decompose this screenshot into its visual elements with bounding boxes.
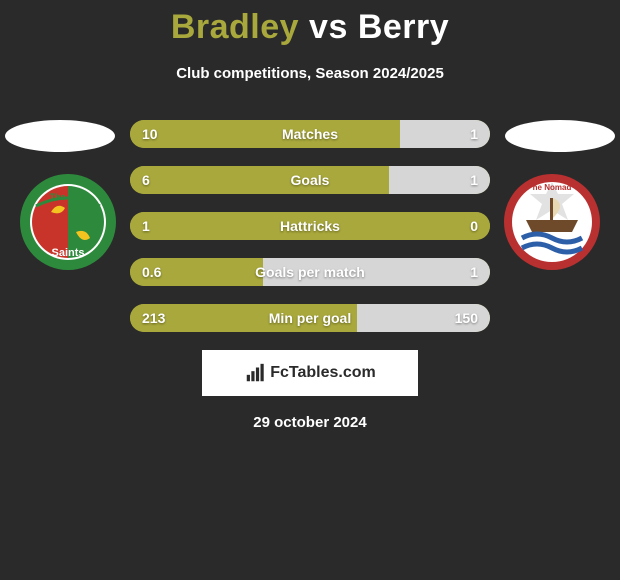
stat-value-left: 6 [142, 172, 150, 188]
page-title: Bradley vs Berry [0, 0, 620, 47]
svg-text:Saints: Saints [51, 247, 84, 259]
player-b-name: Berry [358, 8, 449, 46]
stat-value-right: 150 [455, 310, 478, 326]
subtitle: Club competitions, Season 2024/2025 [0, 65, 620, 82]
club-badge-right: he Nomad [502, 172, 602, 272]
stat-row-matches: 10 Matches 1 [130, 120, 490, 148]
player-b-ellipse [505, 120, 615, 152]
nomads-crest-icon: he Nomad [502, 172, 602, 272]
stat-row-hattricks: 1 Hattricks 0 [130, 212, 490, 240]
stat-value-right: 1 [470, 172, 478, 188]
svg-text:he Nomad: he Nomad [533, 183, 572, 192]
stat-label: Goals per match [255, 264, 365, 280]
bar-chart-icon [244, 362, 266, 384]
stat-label: Goals [291, 172, 330, 188]
stat-value-right: 1 [470, 126, 478, 142]
stat-label: Hattricks [280, 218, 340, 234]
stat-value-left: 0.6 [142, 264, 161, 280]
stat-value-left: 1 [142, 218, 150, 234]
player-a-name: Bradley [171, 8, 299, 46]
stat-row-gpm: 0.6 Goals per match 1 [130, 258, 490, 286]
stat-value-left: 10 [142, 126, 158, 142]
stat-fill-left [130, 120, 400, 148]
date-text: 29 october 2024 [0, 414, 620, 431]
stat-value-right: 1 [470, 264, 478, 280]
brand-text: FcTables.com [270, 364, 376, 382]
brand-box[interactable]: FcTables.com [202, 350, 418, 396]
stat-row-mpg: 213 Min per goal 150 [130, 304, 490, 332]
player-a-ellipse [5, 120, 115, 152]
svg-text:The New: The New [49, 192, 87, 202]
tns-crest-icon: The New Saints [18, 172, 118, 272]
stat-value-left: 213 [142, 310, 165, 326]
comparison-panel: The New Saints he Nomad 10 Matches 1 [0, 120, 620, 431]
stat-value-right: 0 [470, 218, 478, 234]
stat-row-goals: 6 Goals 1 [130, 166, 490, 194]
stat-label: Matches [282, 126, 338, 142]
club-badge-left: The New Saints [18, 172, 118, 272]
vs-label: vs [309, 8, 348, 46]
stat-bars: 10 Matches 1 6 Goals 1 1 Hattricks 0 0.6… [130, 120, 490, 332]
stat-label: Min per goal [269, 310, 351, 326]
stat-fill-left [130, 166, 389, 194]
